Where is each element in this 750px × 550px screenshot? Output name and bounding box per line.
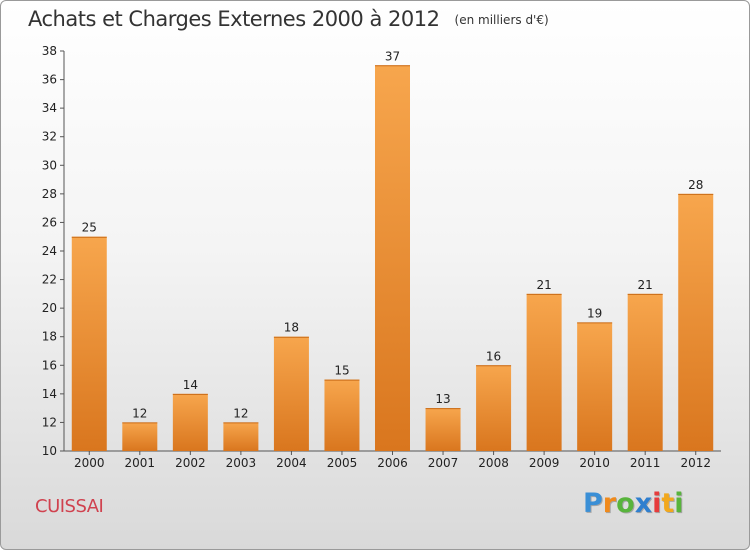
y-tick-label: 32 bbox=[42, 130, 57, 144]
x-tick-label: 2009 bbox=[529, 456, 560, 470]
bar-value-label: 13 bbox=[435, 392, 450, 406]
bar bbox=[273, 336, 309, 451]
x-tick-label: 2008 bbox=[478, 456, 509, 470]
bar-value-label: 37 bbox=[385, 49, 400, 63]
proxiti-logo: Proxiti bbox=[583, 488, 684, 519]
bar bbox=[122, 422, 158, 451]
y-tick-label: 18 bbox=[42, 330, 57, 344]
x-tick-label: 2002 bbox=[175, 456, 206, 470]
y-tick-label: 26 bbox=[42, 215, 57, 229]
logo-letter: t bbox=[661, 488, 675, 519]
bar-value-label: 15 bbox=[334, 364, 349, 378]
logo-letter: P bbox=[583, 488, 603, 519]
y-tick-label: 10 bbox=[42, 444, 57, 458]
bar-value-label: 21 bbox=[638, 278, 653, 292]
bar bbox=[324, 379, 360, 451]
y-tick-label: 14 bbox=[42, 387, 57, 401]
bar bbox=[627, 293, 663, 451]
bar bbox=[577, 322, 613, 451]
y-tick-label: 22 bbox=[42, 273, 57, 287]
bar-value-label: 19 bbox=[587, 306, 602, 320]
bar bbox=[172, 393, 208, 451]
bar bbox=[526, 293, 562, 451]
x-tick-label: 2006 bbox=[377, 456, 408, 470]
x-tick-label: 2010 bbox=[579, 456, 610, 470]
bar-value-label: 28 bbox=[688, 178, 703, 192]
y-tick-label: 30 bbox=[42, 158, 57, 172]
bar bbox=[71, 236, 107, 451]
bar-value-label: 14 bbox=[183, 378, 198, 392]
logo-letter: r bbox=[602, 488, 617, 519]
y-tick-label: 36 bbox=[42, 73, 57, 87]
x-tick-label: 2011 bbox=[630, 456, 661, 470]
bar-value-label: 12 bbox=[132, 406, 147, 420]
bar bbox=[223, 422, 259, 451]
y-tick-label: 38 bbox=[42, 44, 57, 58]
y-tick-label: 12 bbox=[42, 415, 57, 429]
y-tick-label: 24 bbox=[42, 244, 57, 258]
chart-title-block: Achats et Charges Externes 2000 à 2012 (… bbox=[28, 7, 549, 31]
x-tick-label: 2004 bbox=[276, 456, 307, 470]
y-tick-label: 28 bbox=[42, 187, 57, 201]
logo-letter: i bbox=[652, 488, 662, 519]
x-tick-label: 2012 bbox=[680, 456, 711, 470]
bar bbox=[375, 65, 410, 452]
logo-letter: i bbox=[674, 488, 684, 519]
x-tick-label: 2001 bbox=[125, 456, 156, 470]
bar-value-label: 21 bbox=[536, 278, 551, 292]
bar bbox=[678, 193, 714, 451]
x-tick-label: 2005 bbox=[327, 456, 358, 470]
x-tick-label: 2007 bbox=[428, 456, 459, 470]
bar-value-label: 25 bbox=[82, 221, 97, 235]
logo-letter: o bbox=[616, 488, 635, 519]
bar bbox=[425, 408, 461, 451]
y-tick-label: 16 bbox=[42, 358, 57, 372]
bar-value-label: 16 bbox=[486, 349, 501, 363]
bar bbox=[476, 365, 512, 451]
chart-unit: (en milliers d'€) bbox=[454, 13, 549, 27]
x-tick-label: 2003 bbox=[226, 456, 257, 470]
chart-title: Achats et Charges Externes 2000 à 2012 bbox=[28, 7, 440, 31]
commune-name: CUISSAI bbox=[35, 496, 104, 517]
x-tick-label: 2000 bbox=[74, 456, 105, 470]
logo-letter: x bbox=[634, 488, 653, 519]
bar-value-label: 12 bbox=[233, 406, 248, 420]
bar-value-label: 18 bbox=[284, 321, 299, 335]
y-tick-label: 20 bbox=[42, 301, 57, 315]
y-tick-label: 34 bbox=[42, 101, 57, 115]
